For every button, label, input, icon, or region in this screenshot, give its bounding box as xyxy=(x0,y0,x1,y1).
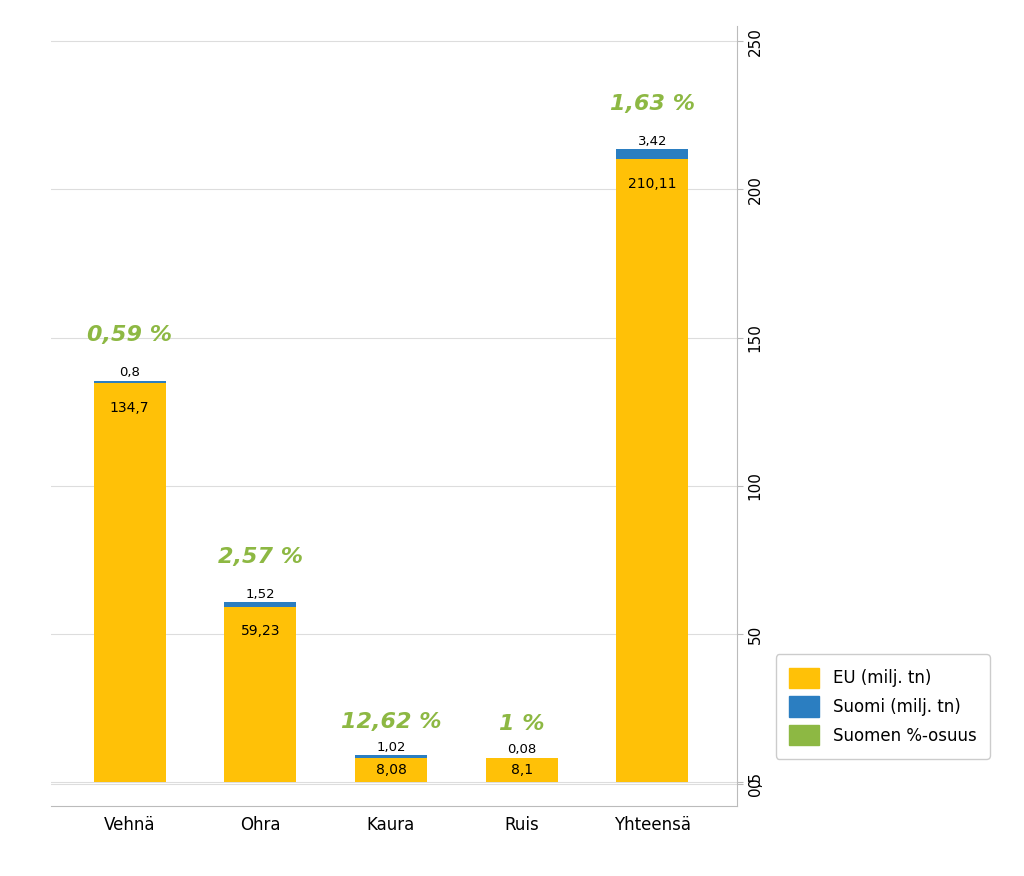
Text: 210,11: 210,11 xyxy=(628,177,677,191)
Text: 1,63 %: 1,63 % xyxy=(610,94,695,114)
Bar xyxy=(616,159,688,782)
Bar xyxy=(224,606,296,782)
Text: 0,59 %: 0,59 % xyxy=(87,325,172,345)
Text: 8,08: 8,08 xyxy=(376,763,407,777)
Bar xyxy=(224,602,296,606)
Bar xyxy=(93,380,166,383)
Text: 1 %: 1 % xyxy=(499,714,545,734)
Text: 12,62 %: 12,62 % xyxy=(341,711,441,731)
Text: 0,08: 0,08 xyxy=(507,744,537,757)
Text: 3,42: 3,42 xyxy=(638,135,667,148)
Text: 1,52: 1,52 xyxy=(246,588,275,601)
Text: 1,02: 1,02 xyxy=(376,741,406,753)
Bar xyxy=(616,149,688,159)
Text: 59,23: 59,23 xyxy=(241,625,280,639)
Bar xyxy=(485,759,558,782)
Bar xyxy=(355,755,427,759)
Text: 0,8: 0,8 xyxy=(119,366,140,379)
Text: 2,57 %: 2,57 % xyxy=(218,547,303,567)
Text: 8,1: 8,1 xyxy=(511,763,532,777)
Text: 134,7: 134,7 xyxy=(110,400,150,414)
Bar xyxy=(355,759,427,782)
Legend: EU (milj. tn), Suomi (milj. tn), Suomen %-osuus: EU (milj. tn), Suomi (milj. tn), Suomen … xyxy=(776,654,989,759)
Bar xyxy=(93,383,166,782)
